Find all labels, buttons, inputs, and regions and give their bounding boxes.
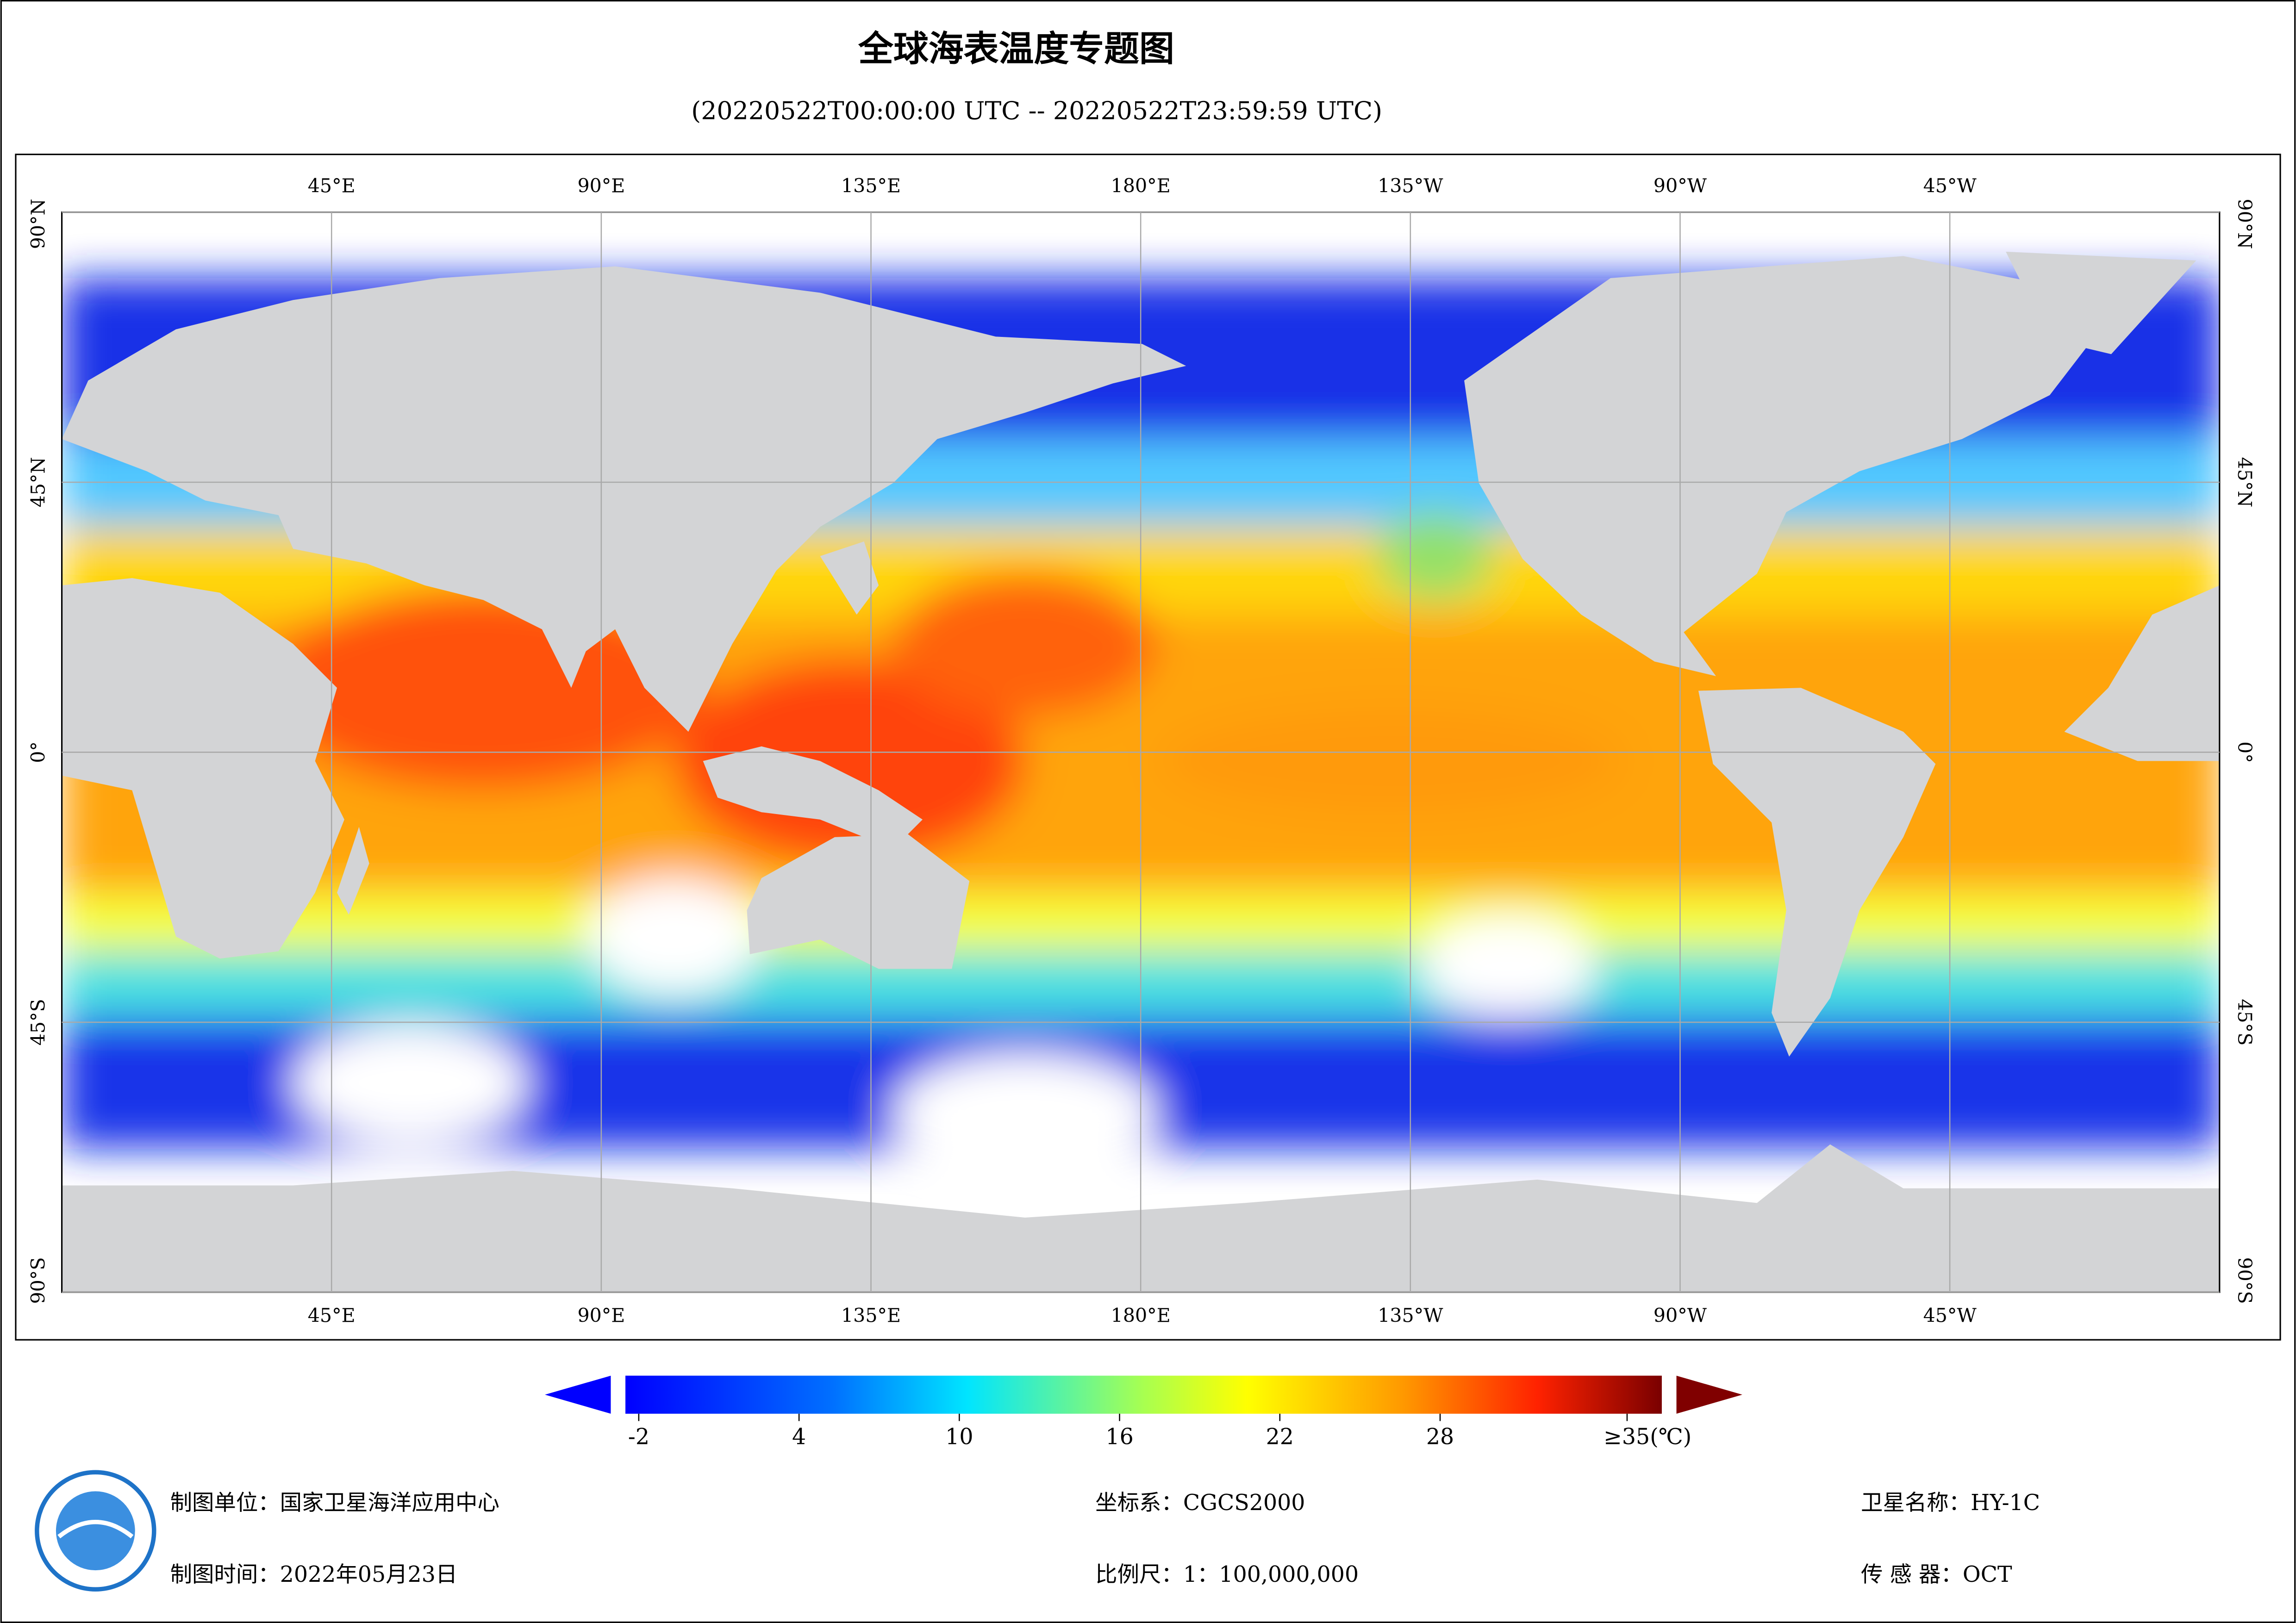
lon-label-top: 90°W (1653, 174, 1707, 197)
lat-label-right: 90°S (2234, 1257, 2256, 1304)
title: 全球海表温度专题图 (858, 29, 1174, 69)
footer-date: 制图时间：2022年05月23日 (170, 1562, 458, 1587)
lat-label-left: 90°S (27, 1257, 50, 1304)
colorbar-tick-label: -2 (628, 1424, 649, 1450)
colorbar-under-arrow (545, 1375, 611, 1414)
lon-label-bottom: 45°W (1923, 1305, 1977, 1327)
colorbar (625, 1375, 1662, 1414)
logo (35, 1470, 156, 1592)
footer-unit: 制图单位：国家卫星海洋应用中心 (170, 1490, 499, 1516)
colorbar-tick-label: 22 (1266, 1424, 1294, 1450)
colorbar-over-arrow (1676, 1375, 1742, 1414)
lon-label-bottom: 90°W (1653, 1305, 1707, 1327)
lon-label-top: 45°W (1923, 174, 1977, 197)
footer-scale: 比例尺：1：100,000,000 (1095, 1562, 1359, 1587)
lat-label-left: 45°N (27, 457, 50, 508)
colorbar-ticks: -2 4 10 16 22 28 ≥35(℃) (628, 1413, 1691, 1450)
lat-label-right: 0° (2234, 741, 2256, 763)
graticule: 45°E 45°E 90°E 90°E 135°E 135°E 180°E 180°E 135°… (27, 174, 2256, 1326)
footer-sensor: 传 感 器：OCT (1861, 1562, 2012, 1587)
colorbar-tick-label: 4 (792, 1424, 806, 1450)
lat-label-left: 90°N (27, 199, 50, 249)
lat-label-left: 0° (27, 741, 50, 763)
map-frame (15, 154, 2281, 1341)
lon-label-top: 135°W (1378, 174, 1443, 197)
lon-label-top: 135°E (841, 174, 901, 197)
lon-label-bottom: 135°W (1378, 1305, 1443, 1327)
subtitle: (20220522T00:00:00 UTC -- 20220522T23:59… (691, 96, 1382, 125)
colorbar-tick-label: 16 (1105, 1424, 1133, 1450)
footer-crs: 坐标系：CGCS2000 (1095, 1490, 1305, 1516)
colorbar-tick-label: 10 (945, 1424, 973, 1450)
lon-label-top: 45°E (308, 174, 356, 197)
lat-label-left: 45°S (27, 999, 50, 1045)
footer-satellite: 卫星名称：HY-1C (1861, 1490, 2040, 1516)
lon-label-top: 90°E (577, 174, 625, 197)
lat-label-right: 45°N (2234, 457, 2256, 508)
lon-label-bottom: 135°E (841, 1305, 901, 1327)
lon-label-top: 180°E (1111, 174, 1171, 197)
lat-label-right: 90°N (2234, 199, 2256, 249)
lon-label-bottom: 45°E (308, 1305, 356, 1327)
colorbar-tick-label: 28 (1426, 1424, 1454, 1450)
colorbar-tick-label: ≥35(℃) (1603, 1424, 1691, 1450)
lon-label-bottom: 90°E (577, 1305, 625, 1327)
lon-label-bottom: 180°E (1111, 1305, 1171, 1327)
lat-label-right: 45°S (2234, 999, 2256, 1045)
